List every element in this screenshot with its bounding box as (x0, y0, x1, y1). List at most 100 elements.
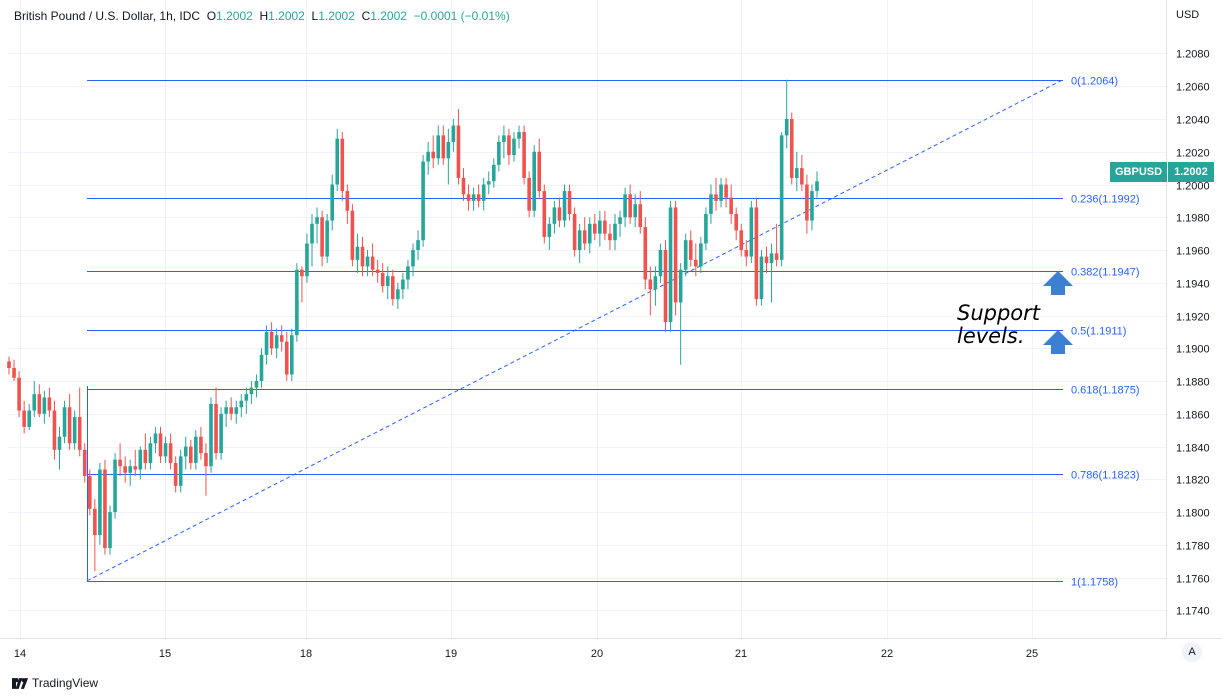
tradingview-logo[interactable]: TradingView (12, 676, 98, 690)
candle-body (391, 276, 395, 300)
fib-level-label: 0(1.2064) (1071, 76, 1118, 88)
price-tick-label: 1.1840 (1176, 443, 1210, 455)
low-value: 1.2002 (318, 9, 355, 23)
up-arrow-icon (1043, 330, 1073, 355)
open-value: 1.2002 (216, 9, 253, 23)
candle-body (284, 341, 289, 375)
candle-body (476, 194, 481, 201)
fib-level-label: 0.382(1.1947) (1071, 267, 1140, 279)
auto-scale-button[interactable]: A (1182, 642, 1202, 662)
candle-body (219, 413, 223, 454)
time-tick-label: 18 (300, 648, 312, 660)
fib-level-label: 0.236(1.1992) (1071, 194, 1140, 206)
price-tag-symbol: GBPUSD (1110, 162, 1168, 182)
candle-body (673, 207, 678, 303)
trend-line-dashed (86, 79, 1064, 582)
candle-body (572, 213, 577, 251)
candle-body (522, 132, 526, 178)
time-axis: 14 15 18 19 20 21 22 25 (0, 638, 1222, 660)
candle-body (82, 449, 87, 477)
candle-body (416, 240, 420, 251)
candle-body (113, 459, 117, 513)
candle-body (633, 204, 637, 218)
candle-body (754, 207, 759, 300)
candle-body (512, 138, 516, 156)
annotation-line-1: Support (957, 301, 1041, 325)
candle-body (360, 246, 365, 267)
candle-body (7, 361, 11, 368)
candle-body (582, 230, 587, 244)
tradingview-logo-icon (12, 677, 28, 689)
price-tick-label: 1.2040 (1176, 115, 1210, 127)
candle-body (72, 417, 77, 444)
candle-body (739, 230, 744, 251)
candle-body (562, 191, 567, 221)
candle-body (12, 367, 16, 378)
fib-level-label: 0.5(1.1911) (1071, 326, 1126, 338)
candle-body (396, 289, 400, 300)
candle-body (653, 276, 658, 290)
candle-body (719, 184, 723, 201)
candle-body (694, 259, 698, 267)
candle-body (593, 223, 597, 234)
candle-body (269, 331, 274, 349)
candle-body (784, 118, 789, 136)
candle-body (810, 191, 814, 221)
candle-body (557, 207, 562, 221)
candle-body (93, 508, 97, 536)
candle-body (340, 138, 345, 192)
candle-body (436, 135, 441, 159)
candle-body (492, 164, 496, 182)
candle-body (744, 250, 749, 257)
support-arrows (1043, 271, 1073, 355)
price-tick-label: 1.2080 (1176, 49, 1210, 61)
candle-body (274, 335, 279, 349)
candle-body (224, 407, 228, 414)
candle-body (168, 443, 173, 463)
close-label: C (361, 9, 371, 23)
candle-body (734, 213, 738, 231)
close-value: 1.2002 (370, 9, 407, 23)
candle-body (67, 407, 72, 444)
candle-body (481, 184, 486, 201)
annotation-line-2: levels. (957, 324, 1025, 348)
candle-body (709, 194, 713, 214)
fibonacci-retracement: 0(1.2064) 0.236(1.1992) 0.382(1.1947) 0.5(1… (87, 76, 1140, 589)
candle-body (138, 449, 143, 470)
price-tick-label: 1.1920 (1176, 312, 1210, 324)
candle-body (183, 446, 188, 457)
price-tick-label: 1.1820 (1176, 475, 1210, 487)
candle-body (658, 250, 663, 277)
candle-body (365, 256, 370, 267)
candle-body (532, 151, 536, 211)
candle-body (774, 253, 779, 260)
low-label: L (311, 9, 319, 23)
candle-body (638, 204, 643, 228)
candle-body (527, 177, 531, 211)
candlesticks (7, 79, 819, 572)
candle-body (517, 132, 521, 139)
price-tick-label: 1.1880 (1176, 377, 1210, 389)
candle-body (355, 246, 360, 260)
candle-body (537, 151, 542, 192)
candle-body (598, 220, 602, 234)
candle-body (163, 443, 168, 457)
candle-body (406, 266, 410, 280)
high-label: H (259, 9, 269, 23)
candle-body (173, 462, 178, 486)
currency-label[interactable]: USD (1176, 9, 1200, 21)
candle-body (133, 466, 138, 470)
fib-level-label: 1(1.1758) (1071, 577, 1118, 589)
candle-body (239, 400, 244, 408)
candle-body (153, 433, 158, 444)
candle-body (143, 449, 148, 463)
candle-body (52, 410, 57, 450)
support-annotation: Support levels. (957, 302, 1040, 348)
candle-body (47, 397, 52, 411)
fib-level-label: 0.786(1.1823) (1071, 470, 1140, 482)
candle-body (128, 466, 132, 473)
fib-level-label: 0.618(1.1875) (1071, 385, 1140, 397)
time-tick-label: 21 (735, 648, 747, 660)
candle-body (37, 394, 42, 414)
